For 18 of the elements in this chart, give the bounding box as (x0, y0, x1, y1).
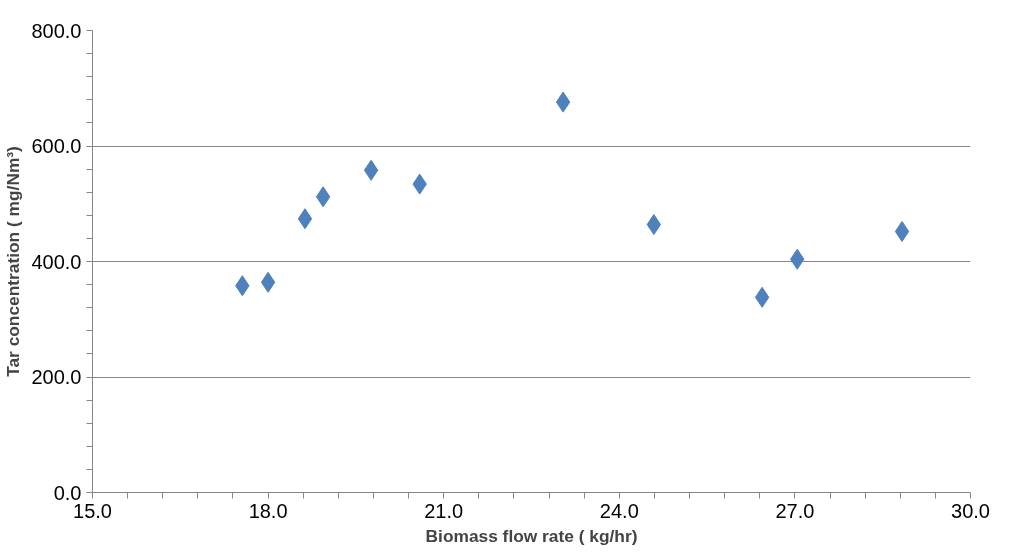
y-tick-label: 200.0 (31, 366, 82, 388)
x-tick-label: 24.0 (599, 499, 639, 522)
y-tick-label: 600.0 (31, 135, 82, 157)
x-tick-label: 18.0 (248, 499, 288, 522)
point (297, 208, 313, 230)
point (363, 159, 379, 181)
y-tick-label: 400.0 (31, 250, 82, 273)
point (754, 286, 770, 308)
point (315, 186, 331, 208)
x-tick-label: 21.0 (424, 499, 464, 522)
x-tick-label: 27.0 (775, 499, 815, 522)
x-axis-title: Biomass flow rate ( kg/hr) (425, 525, 638, 546)
y-axis-title: Tar concentration ( mg/Nm³) (3, 146, 24, 377)
point (894, 220, 910, 242)
x-tick-label: 30.0 (951, 499, 990, 522)
point (555, 91, 571, 113)
y-tick-label: 800.0 (31, 19, 82, 42)
point (260, 271, 276, 293)
